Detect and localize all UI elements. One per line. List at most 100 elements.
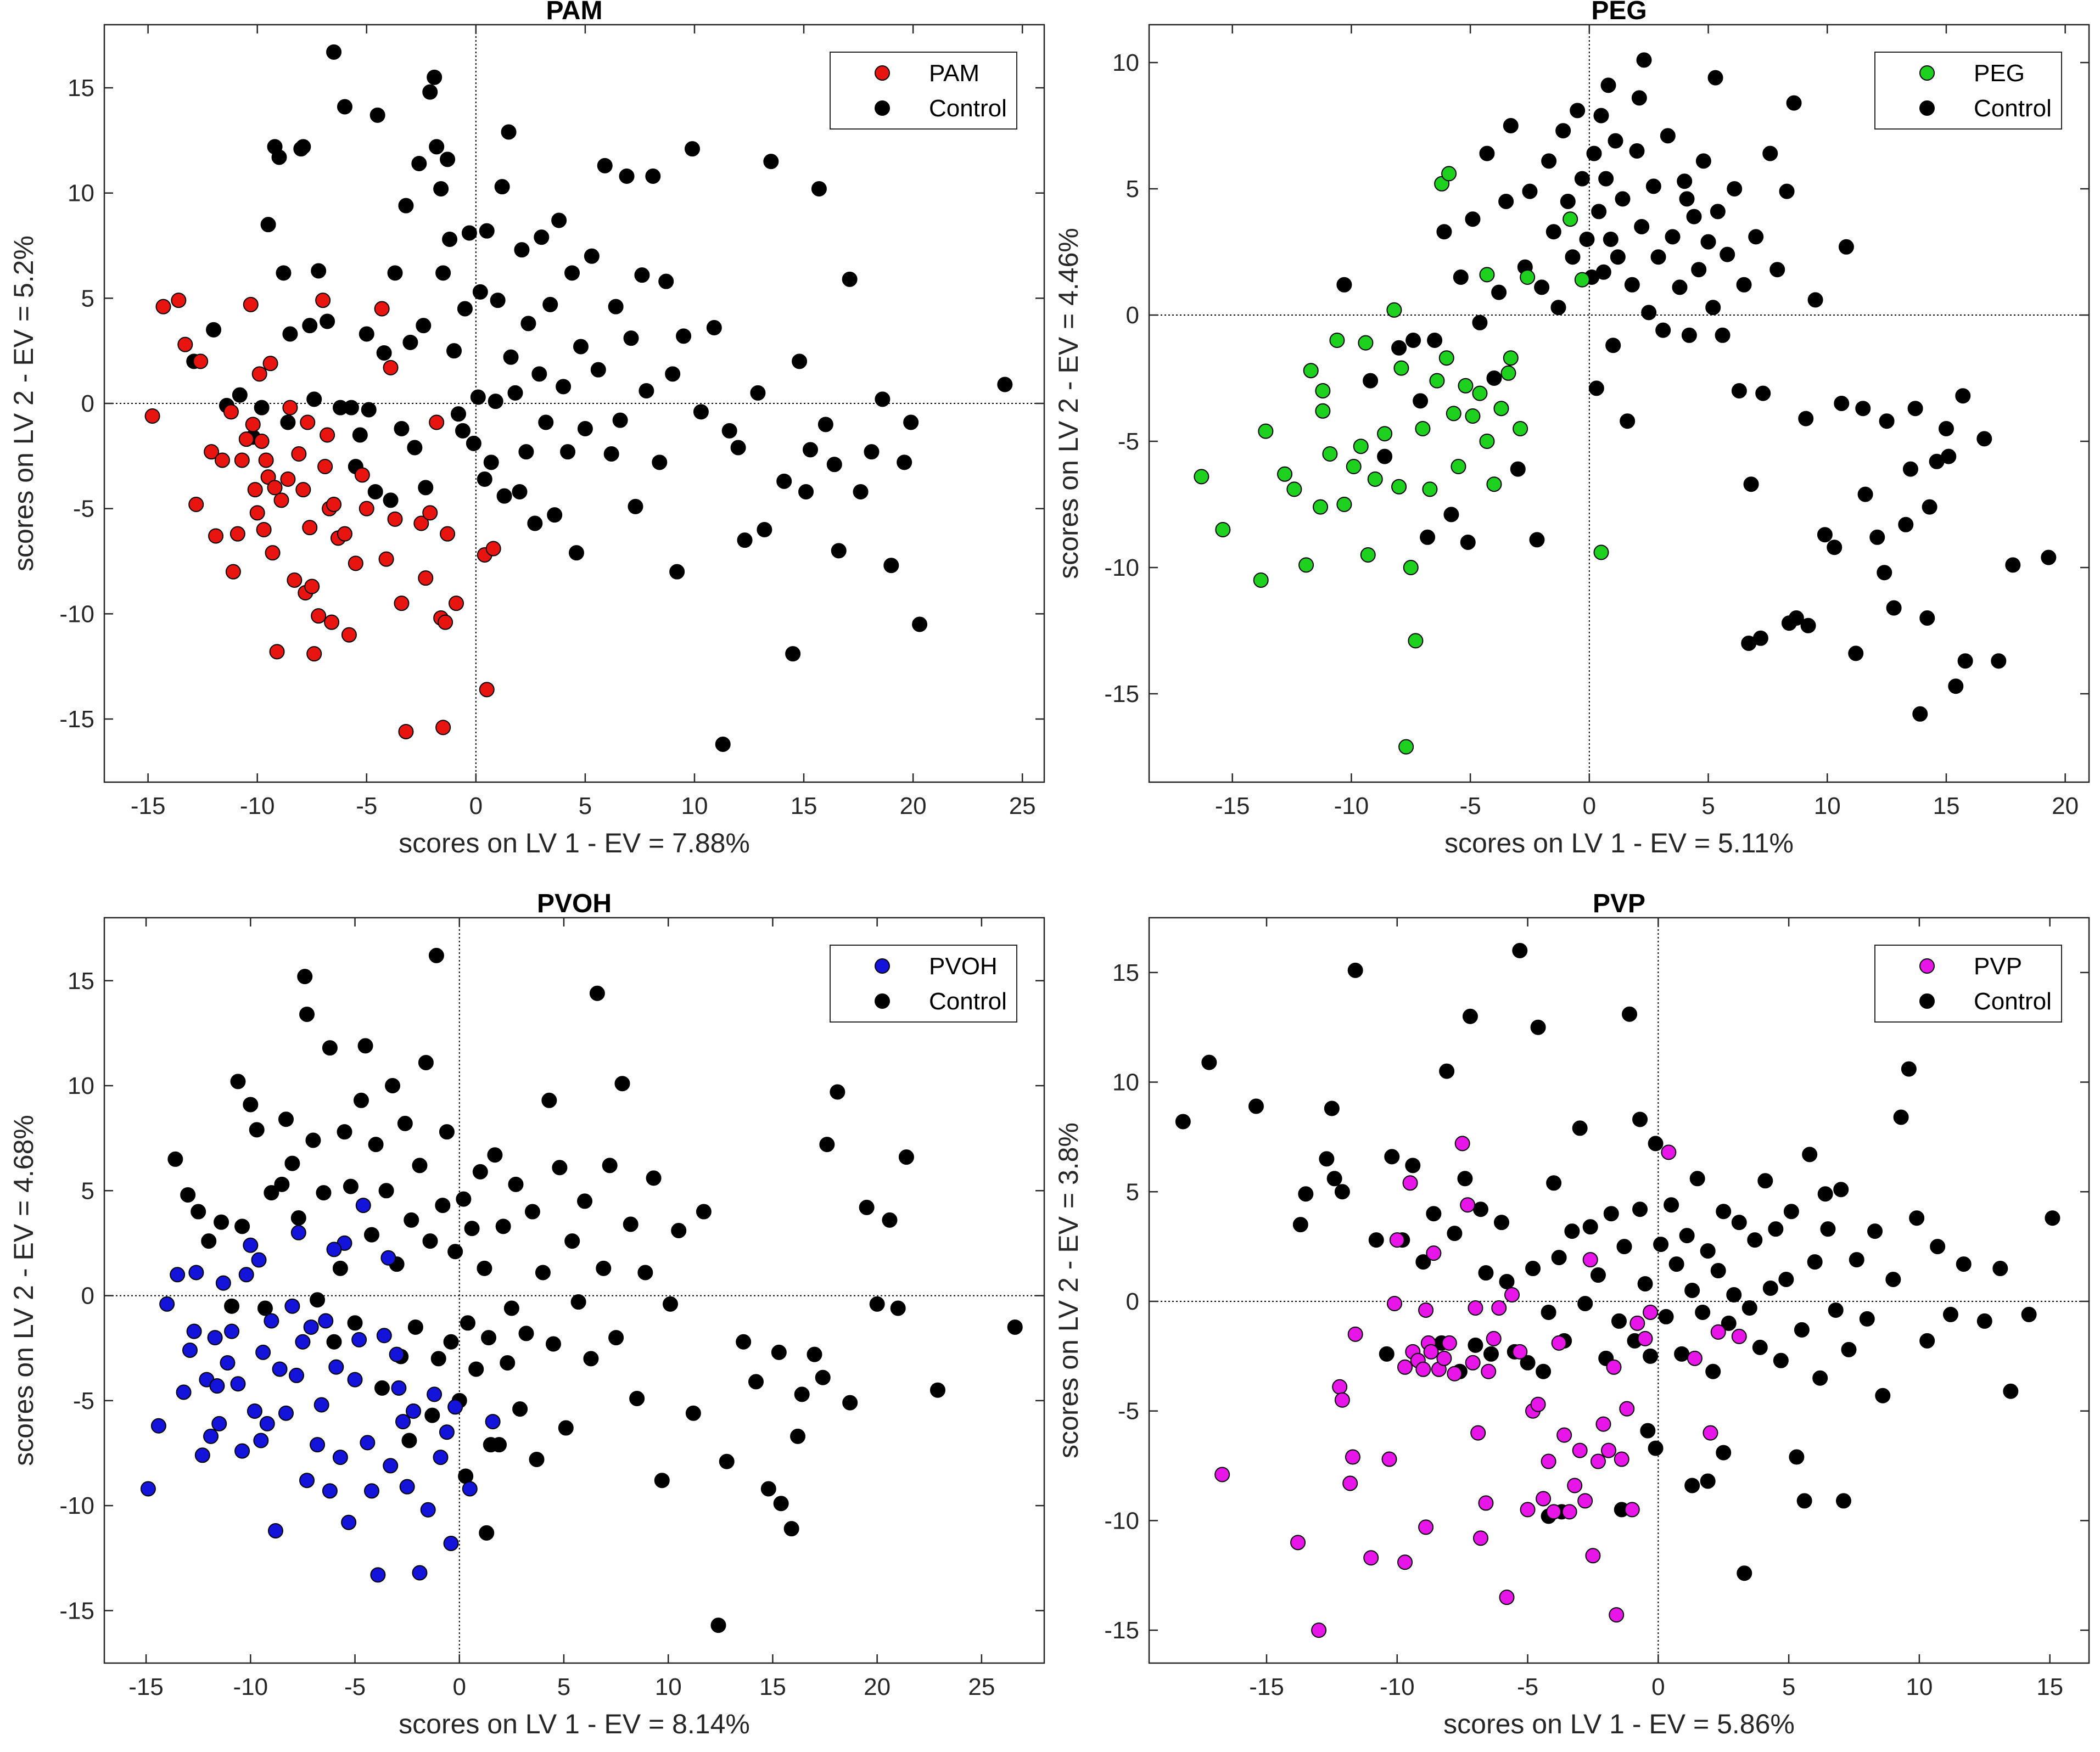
data-point-control (180, 1187, 196, 1203)
data-point-peg (1386, 302, 1402, 318)
data-point-control (1530, 1019, 1546, 1035)
x-tick-label: 20 (900, 793, 927, 819)
data-point-control (435, 265, 451, 281)
data-point-control (573, 339, 589, 355)
x-tick-label: 0 (1583, 793, 1596, 819)
data-point-control (1499, 1274, 1515, 1290)
data-point-control (1436, 224, 1452, 240)
series-control (167, 947, 1023, 1633)
data-point-control (842, 271, 858, 287)
data-point-control (1748, 229, 1764, 245)
data-point-control (1778, 1272, 1794, 1288)
panel-peg: -15 -10 -5 0 5 10 15 20 -15 -10 -5 0 5 10 PEG scores on… (1053, 0, 2090, 858)
data-point-control (1534, 279, 1550, 295)
data-point-pam (317, 459, 333, 474)
data-point-control (1510, 461, 1526, 477)
data-point-pam (280, 471, 296, 487)
data-point-control (352, 427, 368, 443)
data-point-control (1491, 284, 1507, 300)
data-point-control (568, 545, 584, 561)
x-tick-label: -15 (1215, 793, 1250, 819)
data-point-control (1907, 401, 1923, 417)
data-point-pvp (1460, 1197, 1476, 1213)
data-point-pam (304, 579, 320, 594)
data-point-control (1672, 279, 1688, 295)
data-point-control (446, 343, 462, 359)
data-point-peg (1353, 439, 1369, 454)
data-point-control (1769, 262, 1785, 278)
chart-title: PAM (546, 0, 602, 25)
data-point-control (1855, 401, 1871, 417)
data-point-control (1938, 421, 1954, 436)
data-point-control (487, 1147, 503, 1163)
data-point-peg (1253, 572, 1269, 588)
data-point-pam (348, 555, 363, 571)
data-point-peg (1393, 360, 1409, 376)
data-point-control (538, 414, 554, 430)
data-point-pvp (1426, 1245, 1442, 1261)
data-point-control (1405, 333, 1421, 348)
data-point-pvoh (182, 1343, 198, 1358)
data-point-control (1462, 1008, 1478, 1024)
data-point-control (629, 1391, 645, 1407)
chart-title: PEG (1591, 0, 1647, 25)
data-point-pvp (1418, 1302, 1434, 1318)
x-tick-label: 20 (2052, 793, 2079, 819)
data-point-control (1605, 338, 1621, 353)
x-tick-label: -10 (233, 1674, 268, 1700)
data-point-control (264, 1185, 279, 1201)
data-point-control (676, 328, 692, 344)
data-point-control (1503, 118, 1519, 133)
y-tick-label: -5 (73, 1388, 94, 1414)
data-point-control (715, 737, 731, 752)
data-point-pam (418, 570, 434, 586)
data-point-control (404, 1212, 419, 1228)
data-point-pam (265, 545, 281, 561)
data-point-control (534, 229, 550, 245)
data-point-control (234, 1218, 250, 1234)
data-point-control (490, 293, 506, 308)
data-point-pam (251, 366, 267, 382)
data-point-pvoh (176, 1384, 192, 1400)
data-point-control (1560, 194, 1576, 209)
data-point-control (514, 242, 530, 258)
data-point-pvp (1561, 1504, 1577, 1520)
data-point-control (290, 1210, 306, 1226)
data-point-control (501, 124, 517, 140)
data-point-control (503, 349, 519, 365)
data-point-control (1465, 211, 1481, 227)
x-tick-label: -5 (344, 1674, 366, 1700)
plot-area (1148, 917, 2090, 1664)
data-point-control (1536, 1363, 1552, 1379)
legend: PEG Control (1874, 52, 2062, 130)
data-point-control (2003, 1383, 2019, 1399)
data-point-control (1721, 1315, 1737, 1331)
data-point-peg (1438, 350, 1454, 366)
data-point-control (790, 1428, 806, 1444)
data-point-control (710, 1618, 726, 1633)
x-tick-label: 20 (864, 1674, 891, 1700)
data-point-control (1588, 380, 1604, 396)
legend-label-pam: PAM (929, 60, 979, 87)
data-point-pam (282, 400, 298, 415)
data-point-control (1564, 1223, 1580, 1239)
data-point-control (1572, 1120, 1588, 1136)
data-point-control (1976, 431, 1992, 447)
data-point-pvoh (355, 1198, 371, 1214)
data-point-peg (1346, 459, 1362, 474)
data-point-control (1779, 183, 1795, 199)
data-point-control (1546, 1175, 1562, 1191)
data-point-control (1789, 1449, 1805, 1465)
series-pvoh (140, 1198, 501, 1583)
data-point-control (1660, 128, 1676, 144)
data-point-control (1379, 1346, 1395, 1362)
data-point-pvp (1710, 1324, 1726, 1340)
data-point-control (257, 1300, 273, 1316)
data-point-control (1453, 269, 1469, 285)
y-tick-label: 0 (81, 1283, 94, 1310)
data-point-pvp (1389, 1232, 1405, 1248)
data-point-pvoh (278, 1405, 294, 1421)
data-point-pvoh (433, 1450, 449, 1465)
data-point-pam (262, 356, 278, 372)
data-point-peg (1315, 383, 1331, 398)
